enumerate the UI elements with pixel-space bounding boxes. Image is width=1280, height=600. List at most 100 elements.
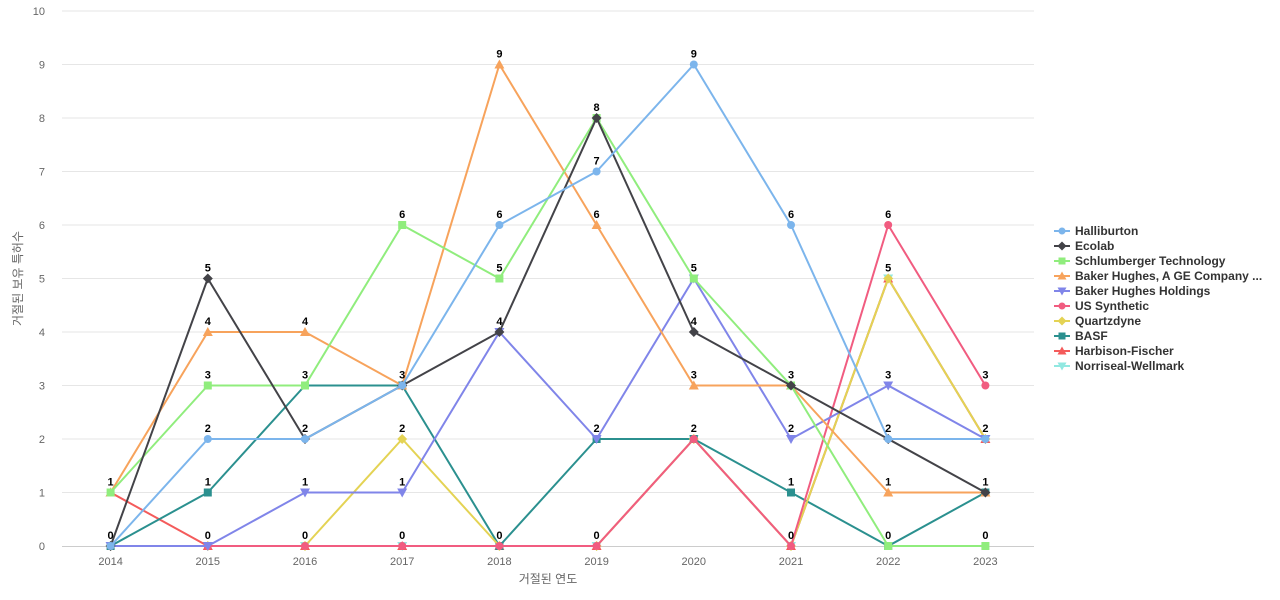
data-point[interactable] bbox=[689, 435, 698, 443]
data-label: 3 bbox=[302, 370, 308, 382]
data-point[interactable] bbox=[591, 113, 602, 123]
data-label: 0 bbox=[205, 530, 211, 542]
legend-item[interactable]: Baker Hughes Holdings bbox=[1054, 284, 1211, 298]
legend-item[interactable]: Harbison-Fischer bbox=[1054, 344, 1174, 358]
data-point[interactable] bbox=[787, 221, 795, 229]
legend-item[interactable]: Schlumberger Technology bbox=[1054, 254, 1226, 268]
data-point[interactable] bbox=[884, 542, 893, 550]
y-tick-label: 5 bbox=[39, 274, 45, 286]
data-point[interactable] bbox=[397, 488, 408, 498]
grid-lines bbox=[62, 10, 1034, 493]
data-label: 3 bbox=[399, 370, 405, 382]
data-label: 2 bbox=[982, 423, 988, 435]
series-halliburton bbox=[106, 60, 990, 550]
data-point[interactable] bbox=[301, 381, 309, 390]
y-axis-ticks: 0 1 2 3 4 5 6 7 8 9 10 bbox=[33, 6, 45, 553]
legend-marker bbox=[1057, 346, 1067, 355]
y-tick-label: 0 bbox=[39, 541, 45, 553]
data-point[interactable] bbox=[202, 542, 213, 551]
data-point[interactable] bbox=[786, 380, 796, 391]
y-tick-label: 4 bbox=[39, 327, 45, 339]
data-point[interactable] bbox=[884, 435, 893, 443]
x-tick-label: 2014 bbox=[98, 556, 122, 568]
legend-marker bbox=[1057, 316, 1067, 326]
data-point[interactable] bbox=[301, 435, 309, 443]
legend-label: Norriseal-Wellmark bbox=[1075, 359, 1184, 373]
data-point[interactable] bbox=[592, 542, 601, 550]
data-point[interactable] bbox=[398, 381, 407, 390]
data-point[interactable] bbox=[591, 435, 602, 444]
data-point[interactable] bbox=[202, 327, 213, 336]
data-point[interactable] bbox=[980, 487, 991, 498]
legend-label: Halliburton bbox=[1075, 224, 1138, 238]
data-point[interactable] bbox=[883, 273, 894, 284]
data-point[interactable] bbox=[786, 435, 796, 444]
legend-marker bbox=[1058, 302, 1066, 310]
legend-marker bbox=[1057, 241, 1067, 251]
data-point[interactable] bbox=[300, 327, 310, 336]
x-axis-title: 거절된 연도 bbox=[519, 572, 578, 586]
data-label: 2 bbox=[302, 423, 308, 435]
legend-item[interactable]: Ecolab bbox=[1054, 239, 1114, 253]
data-label: 0 bbox=[788, 530, 794, 542]
data-label: 5 bbox=[885, 263, 891, 275]
data-label: 3 bbox=[788, 370, 794, 382]
data-point[interactable] bbox=[106, 488, 115, 497]
legend-item[interactable]: Norriseal-Wellmark bbox=[1054, 359, 1184, 373]
data-label: 3 bbox=[885, 370, 891, 382]
legend-item[interactable]: BASF bbox=[1054, 329, 1108, 343]
data-point[interactable] bbox=[495, 274, 504, 283]
legend-item[interactable]: Baker Hughes, A GE Company ... bbox=[1054, 269, 1262, 283]
data-point[interactable] bbox=[398, 221, 407, 229]
y-tick-label: 3 bbox=[39, 381, 45, 393]
data-label: 2 bbox=[691, 423, 697, 435]
data-point[interactable] bbox=[203, 435, 212, 443]
data-point[interactable] bbox=[981, 542, 990, 550]
legend-label: Harbison-Fischer bbox=[1075, 344, 1174, 358]
data-labels: 0 1 2 5 3 4 0 1 2 3 4 1 0 3 6 1 0 2 6 4 5 9 0 7 8 6 2 0 9 4 5 3 2 6 3 2 0 1 2 0… bbox=[108, 49, 989, 543]
data-point[interactable] bbox=[494, 59, 505, 69]
legend-marker bbox=[1057, 362, 1067, 371]
legend-item[interactable]: Halliburton bbox=[1054, 224, 1138, 238]
data-point[interactable] bbox=[981, 381, 990, 390]
data-label: 2 bbox=[788, 423, 794, 435]
series-lines bbox=[105, 59, 991, 551]
data-point[interactable] bbox=[301, 542, 309, 550]
data-point[interactable] bbox=[688, 327, 699, 337]
data-point[interactable] bbox=[883, 381, 894, 391]
data-point[interactable] bbox=[203, 488, 212, 497]
legend-item[interactable]: Quartzdyne bbox=[1054, 314, 1141, 328]
data-point[interactable] bbox=[689, 274, 698, 283]
legend-label: US Synthetic bbox=[1075, 299, 1149, 313]
data-label: 2 bbox=[399, 423, 405, 435]
data-point[interactable] bbox=[592, 167, 601, 176]
data-point[interactable] bbox=[397, 434, 408, 444]
data-point[interactable] bbox=[787, 488, 795, 497]
data-point[interactable] bbox=[883, 487, 894, 497]
data-point[interactable] bbox=[591, 220, 602, 229]
data-point[interactable] bbox=[787, 542, 795, 550]
x-axis-ticks: 2014 2015 2016 2017 2018 2019 2020 2021 2022 2023 bbox=[98, 556, 997, 568]
data-point[interactable] bbox=[106, 542, 115, 550]
data-point[interactable] bbox=[300, 488, 310, 498]
data-point[interactable] bbox=[981, 435, 990, 443]
x-tick-label: 2022 bbox=[876, 556, 900, 568]
legend-label: Baker Hughes, A GE Company ... bbox=[1075, 269, 1262, 283]
data-point[interactable] bbox=[494, 327, 505, 337]
data-point[interactable] bbox=[689, 60, 698, 69]
data-point[interactable] bbox=[202, 273, 213, 284]
data-label: 0 bbox=[399, 530, 405, 542]
data-label: 0 bbox=[302, 530, 308, 542]
series-line bbox=[110, 277, 987, 547]
data-point[interactable] bbox=[688, 380, 699, 390]
data-point[interactable] bbox=[884, 221, 893, 229]
data-point[interactable] bbox=[495, 221, 504, 229]
data-point[interactable] bbox=[203, 381, 212, 390]
data-point[interactable] bbox=[398, 542, 407, 550]
series-line bbox=[110, 384, 986, 547]
data-point[interactable] bbox=[495, 542, 504, 550]
data-label: 5 bbox=[691, 263, 697, 275]
legend-item[interactable]: US Synthetic bbox=[1054, 299, 1149, 313]
data-label: 9 bbox=[691, 49, 697, 61]
